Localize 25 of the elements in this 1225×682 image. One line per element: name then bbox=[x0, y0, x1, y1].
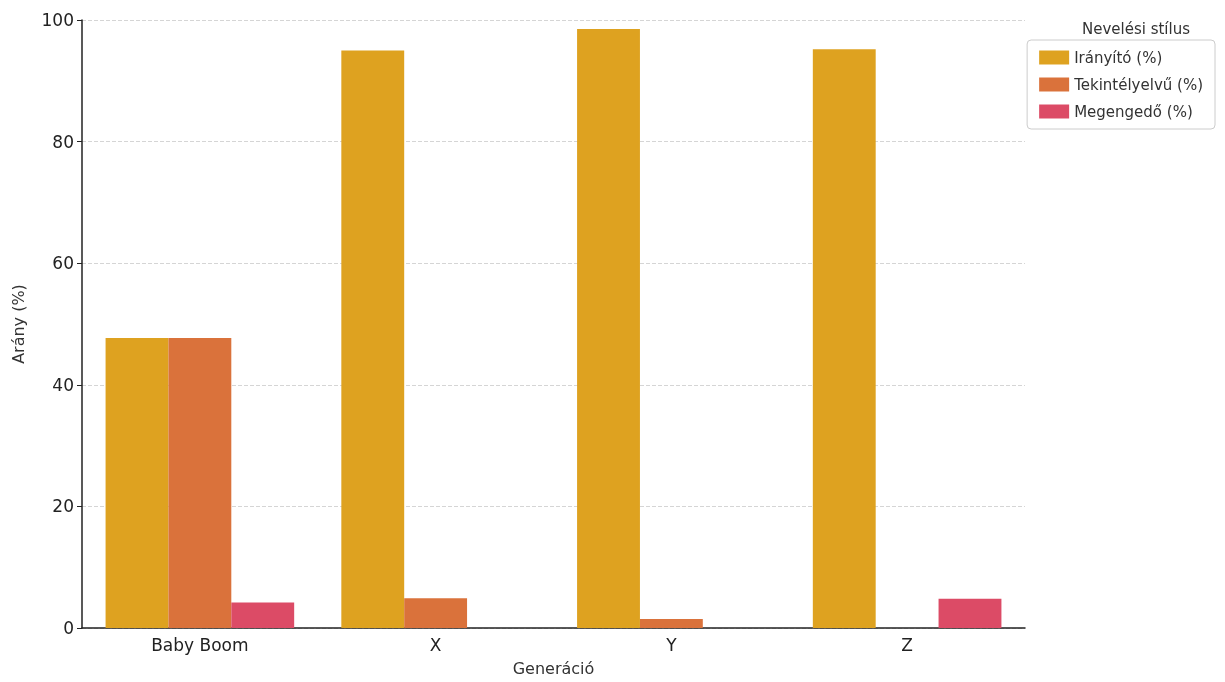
x-tick-label: X bbox=[429, 634, 442, 655]
bar bbox=[105, 337, 169, 628]
x-tick-label: Z bbox=[901, 634, 913, 655]
bar bbox=[341, 50, 405, 628]
x-tick-label: Baby Boom bbox=[151, 634, 249, 655]
bar bbox=[168, 337, 232, 628]
bar bbox=[404, 598, 468, 628]
x-axis-title: Generáció bbox=[512, 658, 595, 678]
y-tick-label: 0 bbox=[63, 618, 74, 638]
y-tick-label: 40 bbox=[52, 374, 74, 395]
y-tick-label: 80 bbox=[52, 131, 74, 152]
x-tick-label: Y bbox=[665, 634, 678, 655]
y-tick-label: 60 bbox=[52, 253, 74, 274]
y-tick-label: 100 bbox=[41, 10, 74, 30]
legend-label: Megengedő (%) bbox=[1074, 102, 1193, 121]
bar bbox=[639, 618, 703, 628]
y-tick-label: 20 bbox=[52, 496, 74, 517]
bar bbox=[938, 598, 1002, 628]
legend-label: Irányító (%) bbox=[1074, 48, 1163, 67]
bar bbox=[231, 602, 295, 628]
y-axis-title: Arány (%) bbox=[8, 284, 28, 364]
bar bbox=[577, 29, 640, 628]
legend-title: Nevelési stílus bbox=[1081, 19, 1191, 38]
bar bbox=[812, 49, 876, 628]
legend-label: Tekintélyelvű (%) bbox=[1073, 75, 1204, 94]
